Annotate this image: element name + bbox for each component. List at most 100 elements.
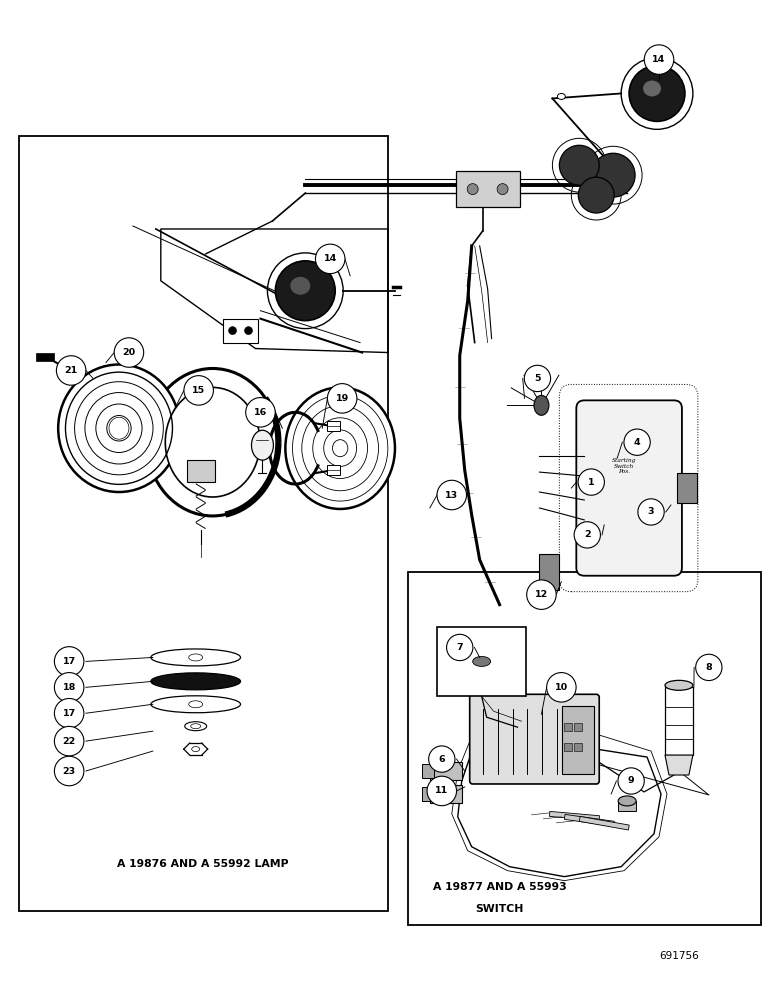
Bar	[327, 465, 340, 475]
Circle shape	[245, 398, 275, 427]
Text: 14: 14	[323, 254, 337, 263]
Text: 21: 21	[65, 366, 78, 375]
Bar	[618, 801, 636, 811]
Ellipse shape	[252, 430, 273, 460]
Bar	[222, 319, 259, 343]
FancyBboxPatch shape	[469, 694, 599, 784]
Ellipse shape	[151, 696, 241, 713]
Ellipse shape	[643, 81, 661, 96]
Bar	[430, 762, 462, 780]
Circle shape	[54, 698, 84, 728]
Ellipse shape	[665, 680, 693, 690]
Bar	[564, 743, 572, 751]
Bar	[574, 723, 582, 731]
Text: 7: 7	[456, 643, 463, 652]
Bar	[550, 811, 600, 821]
Text: 2: 2	[584, 530, 591, 539]
Text: 9: 9	[628, 776, 635, 785]
Text: 20: 20	[123, 348, 136, 357]
Ellipse shape	[58, 364, 180, 492]
Circle shape	[184, 376, 213, 405]
Text: 6: 6	[438, 755, 445, 764]
Bar	[665, 687, 693, 755]
Bar	[437, 627, 527, 696]
Text: 15: 15	[192, 386, 205, 395]
Circle shape	[467, 184, 478, 195]
Bar	[677, 473, 697, 503]
Text: 4: 4	[634, 438, 641, 447]
Bar	[562, 706, 594, 774]
Circle shape	[316, 244, 345, 274]
Text: 1: 1	[588, 478, 594, 487]
Bar	[455, 171, 520, 207]
Ellipse shape	[147, 368, 279, 516]
Circle shape	[427, 776, 456, 806]
Circle shape	[560, 145, 599, 185]
Circle shape	[524, 365, 550, 392]
Text: A 19876 AND A 55992 LAMP: A 19876 AND A 55992 LAMP	[117, 859, 289, 869]
Circle shape	[578, 177, 615, 213]
Bar	[430, 785, 462, 803]
Text: 22: 22	[63, 737, 76, 746]
Circle shape	[437, 480, 466, 510]
Circle shape	[245, 327, 252, 335]
Bar	[187, 460, 215, 482]
Bar	[564, 723, 572, 731]
Ellipse shape	[286, 387, 395, 509]
Bar	[579, 816, 629, 830]
Text: 19: 19	[336, 394, 349, 403]
Ellipse shape	[188, 701, 203, 708]
Text: 18: 18	[63, 683, 76, 692]
Bar	[422, 764, 434, 778]
Bar	[422, 787, 434, 801]
Text: 5: 5	[534, 374, 540, 383]
Text: 23: 23	[63, 767, 76, 776]
Text: 17: 17	[63, 657, 76, 666]
Text: Starting
Switch
Pos.: Starting Switch Pos.	[612, 458, 636, 474]
Ellipse shape	[109, 417, 129, 439]
Circle shape	[574, 522, 601, 548]
Text: 11: 11	[435, 786, 449, 795]
Bar	[408, 572, 760, 925]
Circle shape	[591, 153, 635, 197]
Circle shape	[578, 469, 604, 495]
Circle shape	[327, 384, 357, 413]
Circle shape	[497, 184, 508, 195]
Circle shape	[54, 647, 84, 676]
Ellipse shape	[151, 649, 241, 666]
Text: 17: 17	[63, 709, 76, 718]
Bar	[327, 421, 340, 431]
Text: 13: 13	[445, 491, 459, 500]
Circle shape	[54, 756, 84, 786]
Bar	[564, 814, 615, 826]
Ellipse shape	[165, 387, 260, 497]
Circle shape	[696, 654, 722, 681]
Circle shape	[629, 66, 685, 121]
Text: 10: 10	[555, 683, 568, 692]
Circle shape	[276, 261, 335, 321]
Circle shape	[547, 673, 576, 702]
Circle shape	[56, 356, 86, 385]
FancyBboxPatch shape	[577, 400, 682, 576]
Ellipse shape	[188, 654, 203, 661]
Circle shape	[638, 499, 664, 525]
Ellipse shape	[534, 395, 549, 415]
Circle shape	[54, 673, 84, 702]
Circle shape	[229, 327, 236, 335]
Text: 12: 12	[535, 590, 548, 599]
Bar	[36, 353, 54, 361]
Ellipse shape	[618, 796, 636, 806]
Bar	[574, 743, 582, 751]
Ellipse shape	[290, 277, 310, 295]
Circle shape	[54, 726, 84, 756]
Circle shape	[446, 634, 473, 661]
Text: 3: 3	[648, 507, 655, 516]
Ellipse shape	[151, 673, 241, 690]
Circle shape	[428, 746, 455, 772]
Polygon shape	[665, 755, 693, 775]
Text: 8: 8	[706, 663, 713, 672]
Circle shape	[645, 45, 674, 74]
Text: 691756: 691756	[659, 951, 699, 961]
Ellipse shape	[191, 724, 201, 729]
Circle shape	[624, 429, 650, 455]
